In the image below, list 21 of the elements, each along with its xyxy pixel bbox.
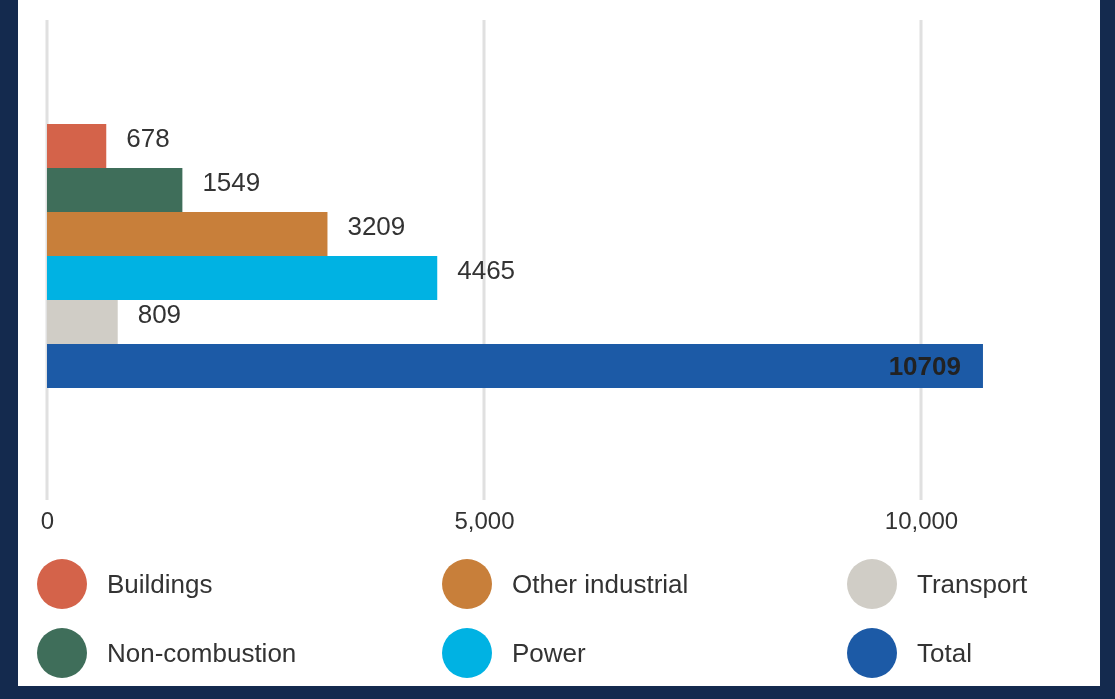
x-tick-label: 0 <box>40 507 55 535</box>
data-label: 10709 <box>888 351 961 382</box>
bar <box>47 256 438 300</box>
legend-label: Transport <box>917 569 1029 600</box>
data-label: 4465 <box>457 254 516 285</box>
x-tick-label: 10,000 <box>884 507 959 535</box>
bar <box>47 124 107 168</box>
legend-label: Non-combustion <box>107 638 297 669</box>
data-label: 678 <box>126 122 170 153</box>
legend-label: Buildings <box>107 569 213 600</box>
bar <box>47 344 983 388</box>
data-label: 809 <box>137 298 182 329</box>
bar <box>47 212 328 256</box>
bar <box>47 168 183 212</box>
data-label: 1549 <box>202 166 261 197</box>
legend-label: Power <box>512 638 587 669</box>
bar <box>47 300 118 344</box>
legend-label: Total <box>917 638 972 669</box>
data-label: 3209 <box>347 210 406 241</box>
legend-label: Other industrial <box>512 569 689 600</box>
x-tick-label: 5,000 <box>454 507 515 535</box>
